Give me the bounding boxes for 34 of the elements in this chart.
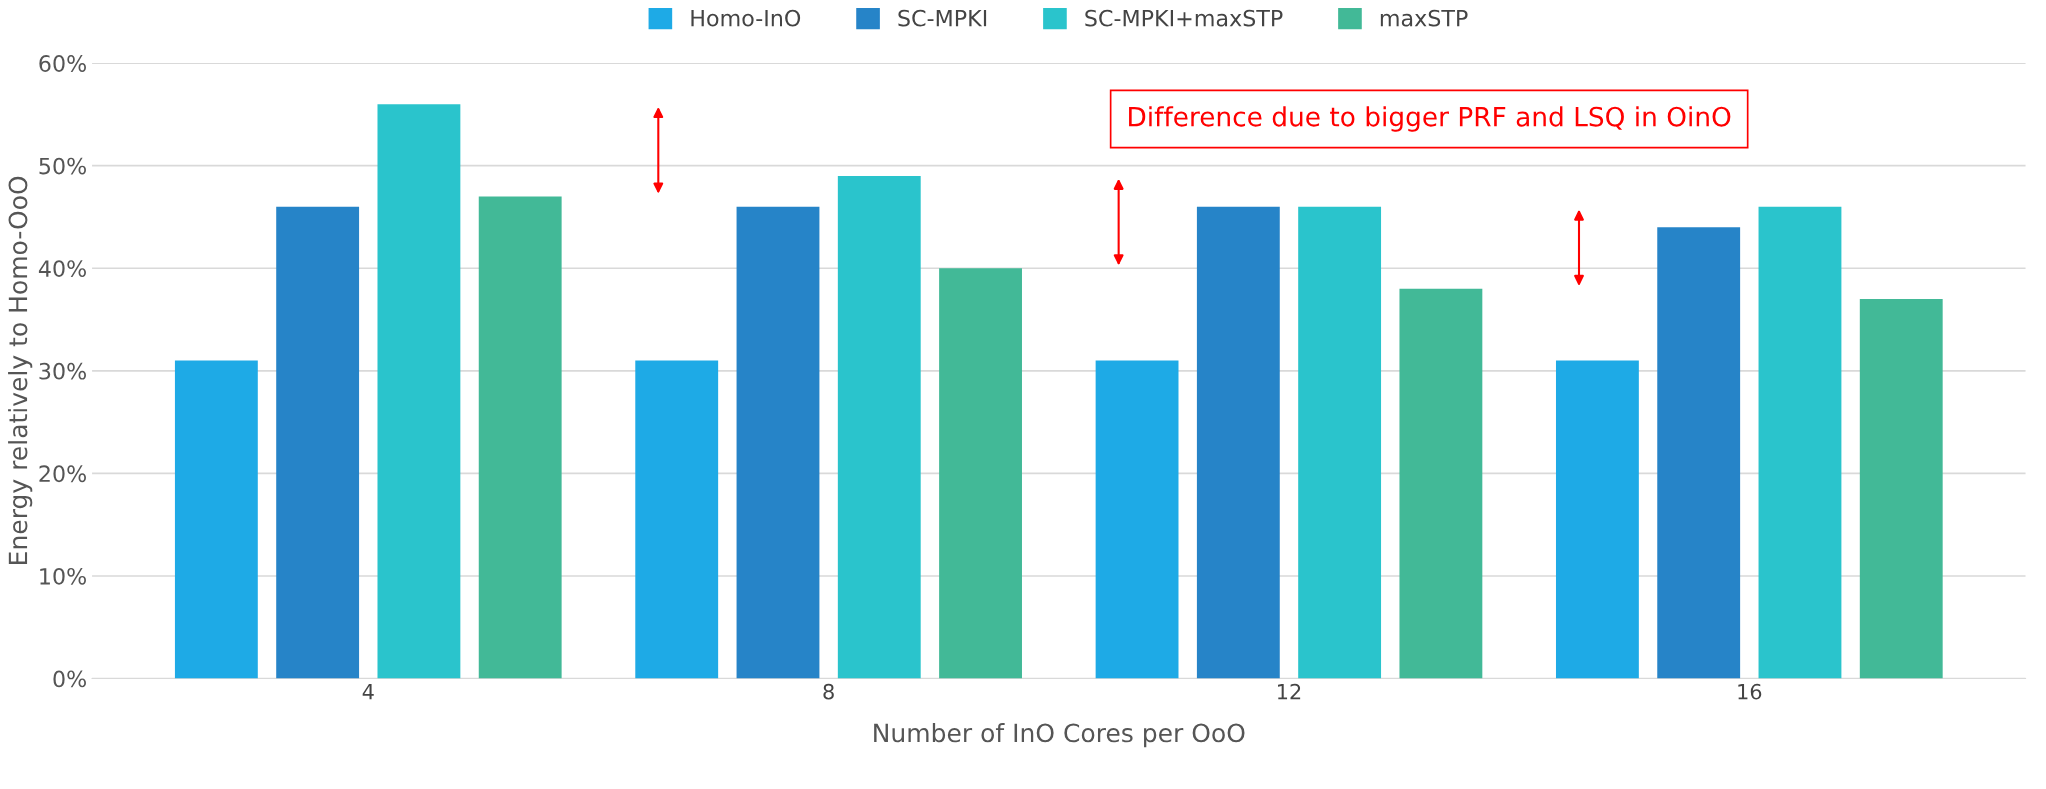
x-tick-label: 12: [1278, 683, 1301, 700]
bar: [1095, 360, 1179, 679]
y-tick-label: 60%: [39, 55, 86, 72]
x-tick-label: 8: [823, 683, 834, 700]
bar: [276, 206, 360, 679]
y-tick-label: 10%: [40, 567, 86, 585]
legend-label: SC-MPKI+maxSTP: [1085, 9, 1283, 27]
y-tick-label: 0%: [53, 670, 86, 688]
bar: [736, 206, 820, 679]
y-tick-label: 30%: [39, 362, 86, 380]
bar: [1555, 360, 1639, 679]
x-axis-title: Number of InO Cores per OoO: [874, 723, 1245, 748]
bar: [1657, 227, 1741, 679]
y-tick-label: 40%: [38, 260, 86, 278]
bar: [939, 268, 1022, 679]
bar: [1298, 206, 1382, 679]
annotation: Difference due to bigger PRF and LSQ in OinO: [1129, 106, 1731, 132]
legend-label: SC-MPKI: [898, 9, 987, 27]
bar: [1859, 299, 1943, 679]
bar: [1399, 288, 1483, 679]
bar: [1758, 206, 1842, 679]
y-tick-label: 50%: [39, 157, 86, 175]
legend-label: maxSTP: [1380, 9, 1468, 27]
bar: [478, 196, 562, 679]
x-tick-label: 4: [362, 684, 374, 700]
legend-label: Homo-InO: [691, 9, 801, 27]
y-axis-title: Energy relatively to Homo-OoO: [8, 176, 33, 564]
x-tick-label: 16: [1738, 683, 1762, 700]
bar: [377, 104, 461, 679]
bar: [635, 360, 719, 679]
bar: [1196, 206, 1280, 679]
bar: [174, 360, 258, 679]
bar: [837, 175, 921, 679]
y-tick-label: 20%: [39, 465, 86, 483]
